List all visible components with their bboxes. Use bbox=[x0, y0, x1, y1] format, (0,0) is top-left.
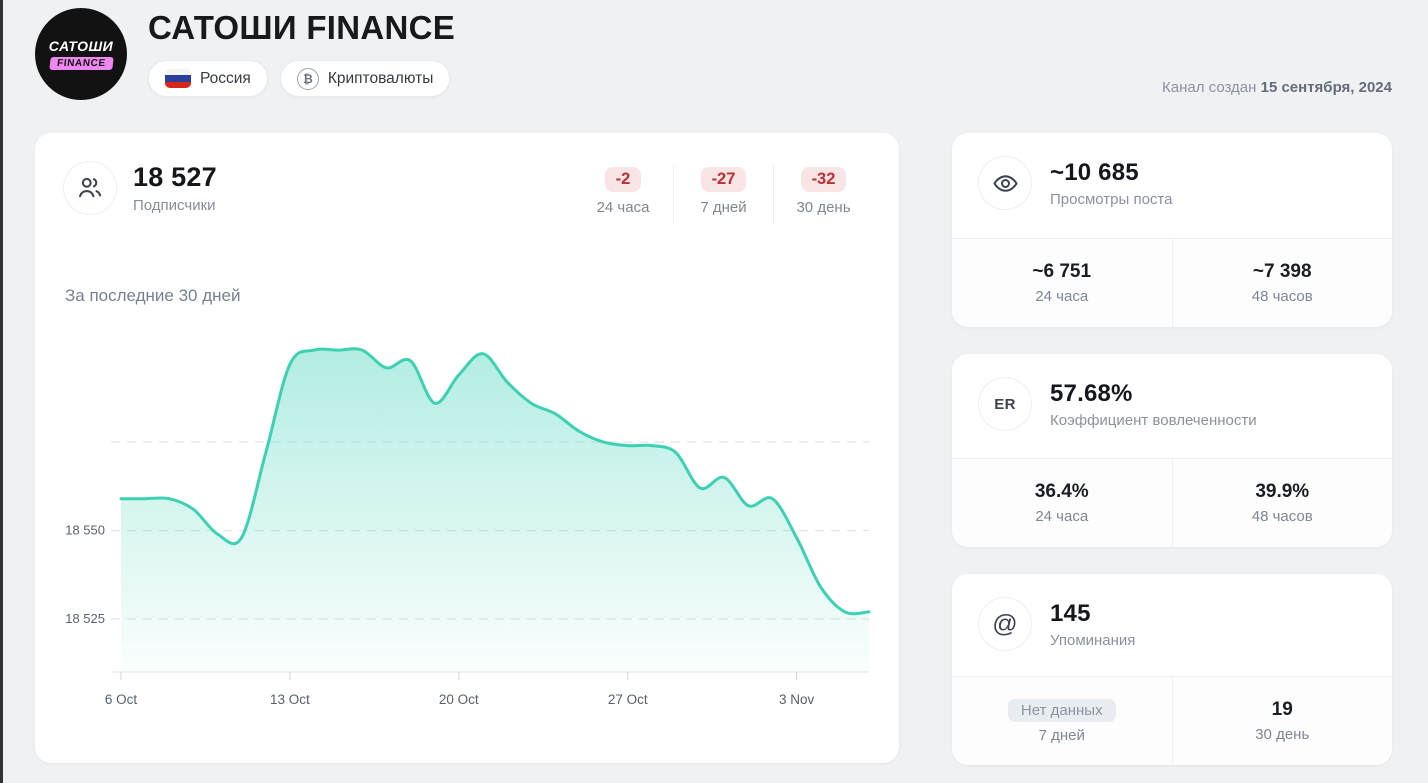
change-30d-period: 30 день bbox=[796, 199, 851, 216]
svg-text:13 Oct: 13 Oct bbox=[270, 692, 310, 707]
channel-avatar: САТОШИ FINANCE bbox=[35, 8, 127, 100]
er-stat-24h: 36.4% 24 часа bbox=[1034, 481, 1089, 525]
er-label: Коэффициент вовлеченности bbox=[1050, 411, 1257, 429]
change-24h-period: 24 часа bbox=[596, 199, 650, 216]
area-chart-svg: 18 550 18 525 6 Oct 13 Oct 20 Oct 27 Oct 3 Nov bbox=[65, 347, 871, 707]
er-icon-circle: ER bbox=[978, 377, 1032, 431]
svg-text:6 Oct: 6 Oct bbox=[105, 692, 138, 707]
views-stat-24h: ~6 751 24 часа bbox=[1032, 261, 1092, 305]
channel-title: САТОШИ FINANCE bbox=[148, 9, 456, 46]
category-badge-label: Криптовалюты bbox=[327, 69, 434, 87]
mentions-stat-30d: 19 30 день bbox=[1171, 677, 1393, 765]
er-stat-48h: 39.9% 48 часов bbox=[1171, 459, 1393, 547]
views-label: Просмотры поста bbox=[1050, 190, 1173, 208]
subscribers-label: Подписчики bbox=[133, 197, 216, 214]
country-badge-label: Россия bbox=[200, 69, 251, 87]
er-icon: ER bbox=[994, 395, 1016, 413]
svg-text:3 Nov: 3 Nov bbox=[779, 692, 815, 707]
views-stat-48h: ~7 398 48 часов bbox=[1171, 239, 1393, 327]
mentions-stat-7d: Нет данных 7 дней bbox=[952, 677, 1172, 765]
svg-text:27 Oct: 27 Oct bbox=[608, 692, 648, 707]
views-icon-circle bbox=[978, 156, 1032, 210]
subscriber-changes: -2 24 часа -27 7 дней -32 30 день bbox=[573, 165, 873, 224]
eye-icon bbox=[992, 174, 1018, 192]
bitcoin-icon: ₿ bbox=[296, 67, 319, 90]
channel-created-date: Канал создан 15 сентября, 2024 bbox=[1162, 79, 1392, 96]
channel-badges: Россия ₿ Криптовалюты bbox=[148, 60, 451, 97]
svg-text:20 Oct: 20 Oct bbox=[439, 692, 479, 707]
users-icon bbox=[79, 177, 102, 198]
chart-title: За последние 30 дней bbox=[65, 286, 241, 305]
views-card: ~10 685 Просмотры поста ~6 751 24 часа ~… bbox=[952, 133, 1392, 327]
at-sign-icon: @ bbox=[992, 609, 1018, 638]
logo-text-top: САТОШИ bbox=[48, 38, 114, 54]
mentions-card: @ 145 Упоминания Нет данных 7 дней 19 30… bbox=[952, 574, 1392, 765]
svg-text:18 550: 18 550 bbox=[65, 523, 105, 538]
mentions-label: Упоминания bbox=[1050, 631, 1136, 649]
subscribers-chart: 18 550 18 525 6 Oct 13 Oct 20 Oct 27 Oct 3 Nov bbox=[49, 320, 885, 727]
subscribers-value: 18 527 bbox=[133, 162, 217, 192]
russia-flag-icon bbox=[165, 69, 191, 88]
logo-text-bottom: FINANCE bbox=[48, 57, 114, 70]
mentions-stats: Нет данных 7 дней 19 30 день bbox=[952, 676, 1392, 765]
created-date-value: 15 сентября, 2024 bbox=[1260, 79, 1392, 96]
change-7d: -27 7 дней bbox=[673, 165, 773, 224]
mentions-icon-circle: @ bbox=[978, 597, 1032, 651]
change-7d-period: 7 дней bbox=[700, 199, 747, 216]
subscribers-icon-circle bbox=[63, 161, 117, 215]
change-30d-value: -32 bbox=[800, 167, 847, 192]
mentions-value: 145 bbox=[1050, 599, 1091, 627]
country-badge[interactable]: Россия bbox=[148, 60, 268, 97]
change-24h-value: -2 bbox=[604, 167, 642, 192]
views-stats: ~6 751 24 часа ~7 398 48 часов bbox=[952, 238, 1392, 327]
category-badge[interactable]: ₿ Криптовалюты bbox=[279, 60, 451, 97]
svg-text:18 525: 18 525 bbox=[65, 611, 105, 626]
window-edge bbox=[0, 0, 3, 783]
change-24h: -2 24 часа bbox=[573, 165, 673, 224]
subscribers-card: 18 527 Подписчики -2 24 часа -27 7 дней … bbox=[35, 133, 899, 763]
views-value: ~10 685 bbox=[1050, 158, 1139, 186]
er-value: 57.68% bbox=[1050, 379, 1133, 407]
no-data-badge: Нет данных bbox=[1007, 698, 1116, 722]
engagement-card: ER 57.68% Коэффициент вовлеченности 36.4… bbox=[952, 354, 1392, 547]
er-stats: 36.4% 24 часа 39.9% 48 часов bbox=[952, 458, 1392, 547]
change-30d: -32 30 день bbox=[773, 165, 873, 224]
change-7d-value: -27 bbox=[700, 167, 747, 192]
